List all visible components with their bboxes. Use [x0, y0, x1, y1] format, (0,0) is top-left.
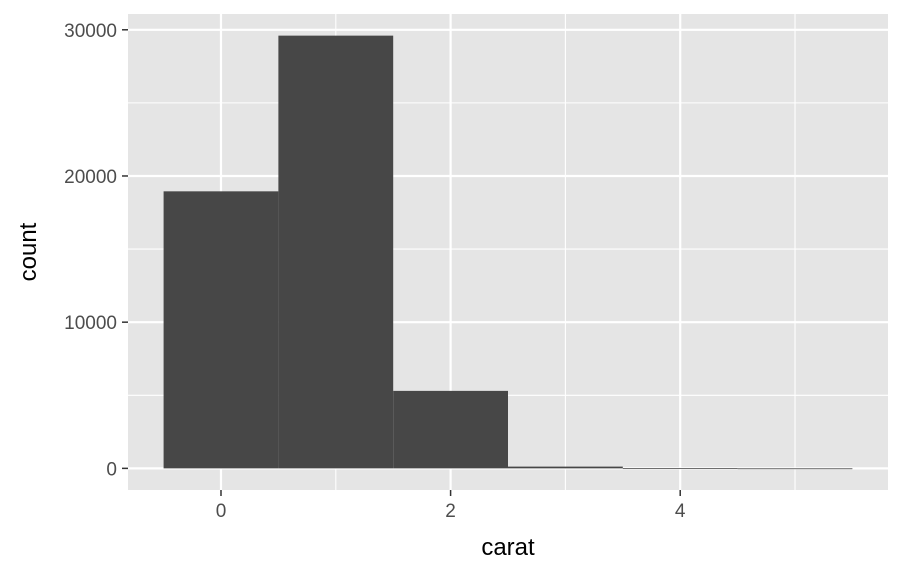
y-axis-title: count — [15, 222, 42, 281]
histogram-bar — [737, 468, 853, 470]
histogram-bar — [393, 390, 508, 469]
y-tick-label: 20000 — [64, 167, 117, 188]
histogram-bar — [163, 191, 279, 469]
histogram-bar — [622, 468, 738, 470]
histogram-bar — [508, 466, 623, 469]
y-tick-label: 0 — [106, 459, 117, 480]
x-tick-label: 2 — [445, 501, 456, 522]
histogram-bars — [163, 35, 853, 470]
histogram-bar — [278, 35, 394, 469]
x-tick-label: 0 — [216, 501, 227, 522]
y-tick-label: 10000 — [64, 313, 117, 334]
y-axis: 0 10000 20000 30000 — [64, 21, 128, 480]
x-axis: 0 2 4 — [216, 490, 686, 522]
x-axis-title: carat — [481, 534, 535, 561]
x-tick-label: 4 — [675, 501, 686, 522]
y-tick-label: 30000 — [64, 21, 117, 42]
